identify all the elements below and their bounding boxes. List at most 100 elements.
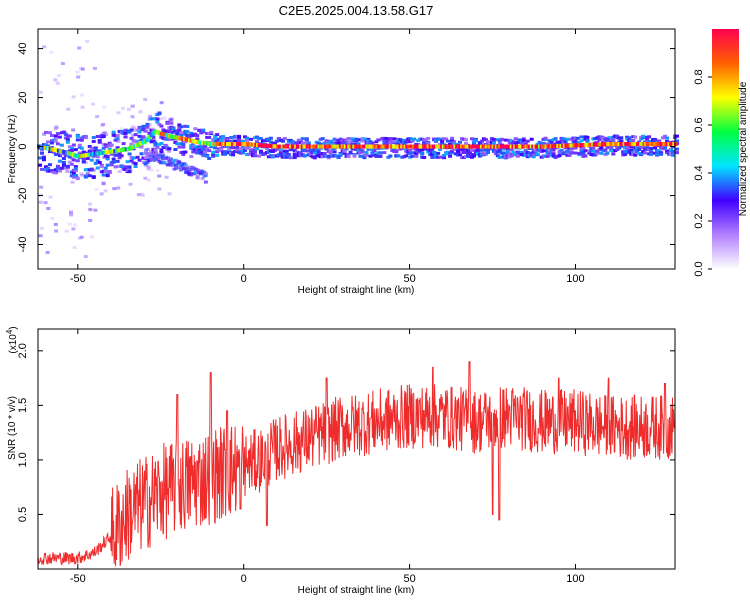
heatmap-cell [189, 155, 194, 159]
heatmap-cell [189, 131, 194, 135]
heatmap-cell [625, 146, 630, 150]
heatmap-cell [97, 160, 102, 164]
heatmap-cell [374, 154, 379, 158]
heatmap-cell [126, 107, 131, 111]
heatmap-cell [304, 137, 309, 141]
heatmap-cell [384, 137, 389, 141]
heatmap-cell [346, 155, 351, 159]
heatmap-cell [136, 193, 141, 197]
spectrogram-x-axis-label: Height of straight line (km) [298, 285, 415, 296]
heatmap-cell [137, 158, 142, 162]
heatmap-cell [116, 111, 121, 115]
heatmap-cell [69, 210, 74, 214]
heatmap-cell [388, 154, 393, 158]
heatmap-cell [73, 169, 78, 173]
heatmap-cell [57, 159, 62, 163]
snr-panel: -50 0 50 100 0.5 1.0 1.5 2.0 Height of straigh… [5, 326, 676, 596]
heatmap-cell [103, 145, 108, 149]
heatmap-cell [241, 139, 246, 143]
heatmap-cell [91, 136, 96, 140]
snr-plot-area [38, 329, 675, 569]
heatmap-cell [69, 149, 74, 153]
x-tick-label: 50 [403, 573, 415, 585]
heatmap-cell [59, 166, 64, 170]
heatmap-cell [237, 135, 242, 139]
heatmap-cell [623, 151, 628, 155]
heatmap-cell [123, 135, 128, 139]
snr-x-axis-label: Height of straight line (km) [298, 585, 415, 596]
heatmap-cell [55, 164, 60, 168]
heatmap-cell [197, 128, 202, 132]
heatmap-cell [569, 147, 574, 151]
heatmap-cell [175, 142, 180, 146]
heatmap-cell [219, 139, 224, 143]
heatmap-cell [479, 139, 484, 143]
heatmap-cell [51, 150, 56, 154]
y-tick-label: 1.5 [17, 398, 29, 413]
heatmap-cell [135, 155, 140, 159]
heatmap-cell [71, 143, 76, 147]
heatmap-cell [177, 145, 182, 149]
heatmap-cell [376, 138, 381, 142]
heatmap-cell [85, 172, 90, 176]
heatmap-cell [161, 146, 166, 150]
heatmap-cell [452, 147, 457, 151]
heatmap-cell [320, 137, 325, 141]
heatmap-cell [298, 139, 303, 143]
heatmap-cell [647, 135, 652, 139]
heatmap-cell [130, 104, 135, 108]
heatmap-cell [338, 152, 343, 156]
heatmap-cell [162, 160, 167, 164]
heatmap-cell [147, 152, 152, 156]
heatmap-cell [159, 101, 164, 105]
heatmap-cell [438, 155, 443, 159]
heatmap-cell [101, 181, 106, 185]
heatmap-cell [169, 157, 174, 161]
heatmap-cell [161, 135, 166, 139]
heatmap-cell [105, 163, 110, 167]
heatmap-cell [513, 137, 518, 141]
heatmap-cell [117, 170, 122, 174]
heatmap-cell [112, 187, 117, 191]
heatmap-cell [181, 152, 186, 156]
heatmap-cell [107, 141, 112, 145]
heatmap-cell [633, 135, 638, 139]
snr-x-ticks: -50 0 50 100 [70, 329, 585, 585]
heatmap-cell [88, 218, 93, 222]
heatmap-cell [155, 169, 160, 173]
heatmap-cell [655, 152, 660, 156]
heatmap-cell [41, 158, 46, 162]
heatmap-cell [42, 45, 47, 49]
heatmap-cell [374, 140, 379, 144]
heatmap-cell [79, 67, 84, 71]
heatmap-cell [81, 160, 86, 164]
heatmap-cell [70, 180, 75, 184]
heatmap-cell [505, 150, 510, 154]
heatmap-cell [163, 153, 168, 157]
heatmap-cell [284, 155, 289, 159]
heatmap-cell [627, 136, 632, 140]
heatmap-cell [384, 141, 389, 145]
heatmap-cell [83, 161, 88, 165]
heatmap-cell [115, 159, 120, 163]
snr-series-line [37, 361, 675, 567]
heatmap-cell [141, 136, 146, 140]
heatmap-cell [147, 131, 152, 135]
heatmap-cell [675, 147, 679, 151]
heatmap-cell [497, 155, 502, 159]
heatmap-cell [47, 150, 52, 154]
heatmap-cell [649, 146, 654, 150]
heatmap-cell [665, 136, 670, 140]
heatmap-cell [195, 134, 200, 138]
x-tick-label: 0 [241, 273, 247, 285]
heatmap-cell [450, 136, 455, 140]
heatmap-cell [115, 146, 120, 150]
heatmap-cell [79, 146, 84, 150]
heatmap-cell [99, 165, 104, 169]
heatmap-cell [149, 157, 154, 161]
snr-y-ticks: 0.5 1.0 1.5 2.0 [17, 343, 675, 522]
heatmap-cell [659, 152, 664, 156]
heatmap-cell [420, 148, 425, 152]
heatmap-cell [79, 235, 84, 239]
